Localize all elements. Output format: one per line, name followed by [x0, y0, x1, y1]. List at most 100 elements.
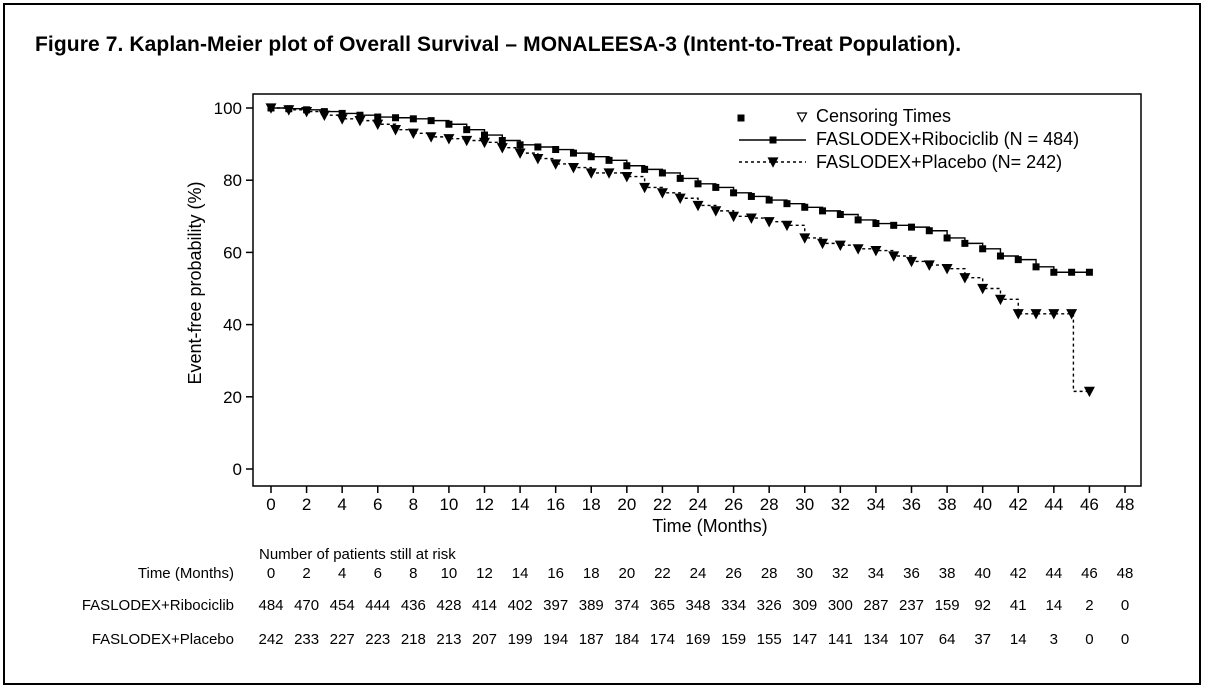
at-risk-value: 199 — [507, 631, 533, 648]
censor-marker-ribociclib — [943, 234, 951, 242]
censor-marker-placebo — [710, 206, 722, 217]
censor-marker-placebo — [692, 200, 704, 212]
at-risk-value: 484 — [258, 597, 284, 614]
censor-marker-placebo — [674, 193, 686, 205]
x-tick-label: 42 — [1009, 495, 1028, 514]
censor-marker-ribociclib — [730, 189, 738, 197]
censor-marker-ribociclib — [819, 207, 827, 215]
at-risk-value: 32 — [831, 565, 849, 582]
at-risk-value: 233 — [294, 631, 320, 648]
at-risk-value: 20 — [618, 565, 636, 582]
censor-marker-ribociclib — [783, 200, 791, 208]
at-risk-caption: Number of patients still at risk — [259, 546, 456, 563]
at-risk-value: 14 — [1045, 597, 1063, 614]
censor-marker-ribociclib — [1085, 268, 1093, 276]
censor-marker-ribociclib — [676, 174, 684, 182]
x-tick-label: 46 — [1080, 495, 1099, 514]
censor-marker-placebo — [318, 110, 330, 122]
censor-marker-ribociclib — [641, 165, 649, 173]
x-tick-label: 44 — [1044, 495, 1063, 514]
x-tick-label: 2 — [302, 495, 311, 514]
at-risk-value: 4 — [337, 565, 347, 582]
y-tick-label: 100 — [214, 99, 242, 118]
at-risk-value: 397 — [543, 597, 569, 614]
y-tick-label: 60 — [223, 243, 242, 262]
censor-marker-ribociclib — [996, 252, 1004, 260]
plot-area — [252, 93, 1142, 487]
at-risk-row-placebo: FASLODEX+Placebo 242 233 227 223 218 213 207 199… — [0, 631, 1206, 651]
censor-marker-ribociclib — [587, 153, 595, 161]
censor-marker-ribociclib — [569, 149, 577, 157]
censor-marker-ribociclib — [338, 109, 346, 117]
at-risk-header-row: Time (Months) 0 2 4 6 8 10 12 14 16 18 20 22 24 26 28 30… — [0, 565, 1206, 585]
censor-marker-placebo — [728, 211, 740, 223]
at-risk-value: 18 — [582, 565, 600, 582]
at-risk-value: 414 — [471, 597, 498, 614]
at-risk-value: 428 — [436, 597, 462, 614]
censor-marker-ribociclib — [979, 245, 987, 253]
censor-marker-ribociclib — [516, 141, 524, 149]
figure-title: Figure 7. Kaplan-Meier plot of Overall S… — [35, 33, 962, 56]
at-risk-value: 365 — [649, 597, 675, 614]
x-tick-label: 14 — [511, 495, 530, 514]
at-risk-value: 48 — [1116, 565, 1134, 582]
at-risk-value: 64 — [938, 631, 956, 648]
at-risk-value: 44 — [1045, 565, 1063, 582]
at-risk-value: 37 — [974, 631, 991, 648]
censor-marker-ribociclib — [925, 227, 933, 235]
censor-marker-placebo — [301, 107, 313, 118]
censor-marker-ribociclib — [605, 156, 613, 164]
censor-marker-placebo — [799, 233, 811, 244]
x-tick-label: 16 — [546, 495, 565, 514]
censor-marker-ribociclib — [534, 143, 542, 151]
at-risk-value: 454 — [329, 597, 355, 614]
censor-marker-placebo — [443, 134, 455, 145]
x-tick-label: 6 — [373, 495, 382, 514]
at-risk-value: 402 — [507, 597, 533, 614]
at-risk-value: 8 — [409, 565, 418, 582]
censor-marker-placebo — [265, 103, 277, 114]
at-risk-value: 12 — [476, 565, 493, 582]
censor-marker-placebo — [1030, 309, 1042, 320]
censor-marker-ribociclib — [623, 162, 631, 170]
at-risk-row-ribociclib: FASLODEX+Ribociclib 484 470 454 444 436 428 414… — [0, 597, 1206, 617]
censor-marker-placebo — [407, 128, 419, 140]
censor-marker-placebo — [283, 105, 295, 116]
at-risk-value: 0 — [1120, 597, 1130, 614]
x-tick-label: 48 — [1116, 495, 1135, 514]
censor-marker-placebo — [656, 188, 668, 199]
x-tick-label: 18 — [582, 495, 601, 514]
x-tick-label: 34 — [866, 495, 885, 514]
at-risk-value: 10 — [440, 565, 458, 582]
y-tick-label: 20 — [223, 388, 242, 407]
x-tick-label: 30 — [795, 495, 814, 514]
at-risk-value: 24 — [689, 565, 707, 582]
at-risk-value: 42 — [1009, 565, 1027, 582]
at-risk-value: 0 — [266, 565, 276, 582]
at-risk-value: 147 — [792, 631, 818, 648]
censor-marker-placebo — [852, 244, 864, 255]
censor-marker-ribociclib — [498, 136, 506, 144]
censor-marker-placebo — [550, 159, 562, 170]
censor-marker-placebo — [390, 125, 402, 136]
censor-marker-placebo — [639, 182, 651, 194]
censor-marker-ribociclib — [481, 131, 488, 139]
y-axis-label: Event-free probability (%) — [185, 181, 205, 384]
censor-marker-placebo — [372, 119, 384, 131]
censor-marker-ribociclib — [765, 196, 773, 204]
legend-marker-ribociclib — [769, 136, 777, 144]
x-tick-label: 40 — [973, 495, 992, 514]
at-risk-value: 0 — [1120, 631, 1130, 648]
at-risk-value: 107 — [898, 631, 925, 648]
censor-marker-placebo — [1066, 309, 1078, 320]
x-axis-label: Time (Months) — [652, 516, 767, 536]
at-risk-value: 16 — [547, 565, 564, 582]
y-tick-label: 80 — [223, 171, 242, 190]
censor-marker-placebo — [817, 238, 829, 250]
at-risk-value: 141 — [827, 631, 853, 648]
legend-entry-placebo: FASLODEX+Placebo (N= 242) — [816, 152, 1062, 172]
at-risk-row-label: FASLODEX+Placebo — [91, 631, 234, 648]
censor-marker-ribociclib — [801, 203, 809, 211]
censor-marker-ribociclib — [747, 192, 755, 200]
x-tick-label: 4 — [337, 495, 346, 514]
